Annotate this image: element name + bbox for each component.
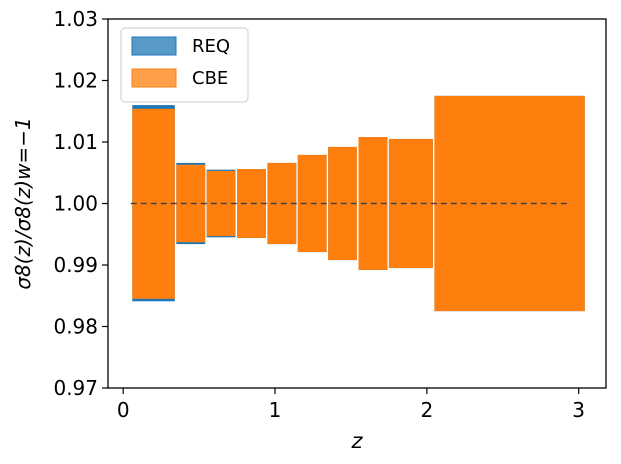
legend-label-cbe: CBE (192, 68, 228, 89)
y-tick-label: 1.03 (53, 7, 98, 31)
y-tick-label: 1.01 (53, 130, 98, 154)
y-tick-label: 0.98 (53, 315, 98, 339)
y-tick-label: 0.97 (53, 376, 98, 400)
y-tick-label: 0.99 (53, 253, 98, 277)
plot-area (132, 95, 585, 312)
x-axis-label: z (350, 429, 363, 453)
legend-swatch-cbe (131, 68, 177, 88)
bar-cbe-9 (434, 95, 585, 312)
x-tick-label: 1 (269, 398, 282, 422)
series-cbe (132, 95, 585, 312)
x-tick-label: 2 (420, 398, 433, 422)
y-axis-ticks: 0.97 0.98 0.99 1.00 1.01 1.02 1.03 (53, 7, 108, 400)
y-tick-label: 1.02 (53, 69, 98, 93)
legend: REQ CBE (120, 27, 249, 103)
x-tick-label: 0 (117, 398, 130, 422)
y-axis-label: σ8(z)/σ8(z)w=−1 (11, 117, 35, 289)
y-tick-label: 1.00 (53, 192, 98, 216)
x-tick-label: 3 (572, 398, 585, 422)
legend-swatch-req (131, 36, 177, 56)
x-axis-ticks: 0 1 2 3 (117, 388, 585, 422)
legend-label-req: REQ (192, 36, 230, 57)
